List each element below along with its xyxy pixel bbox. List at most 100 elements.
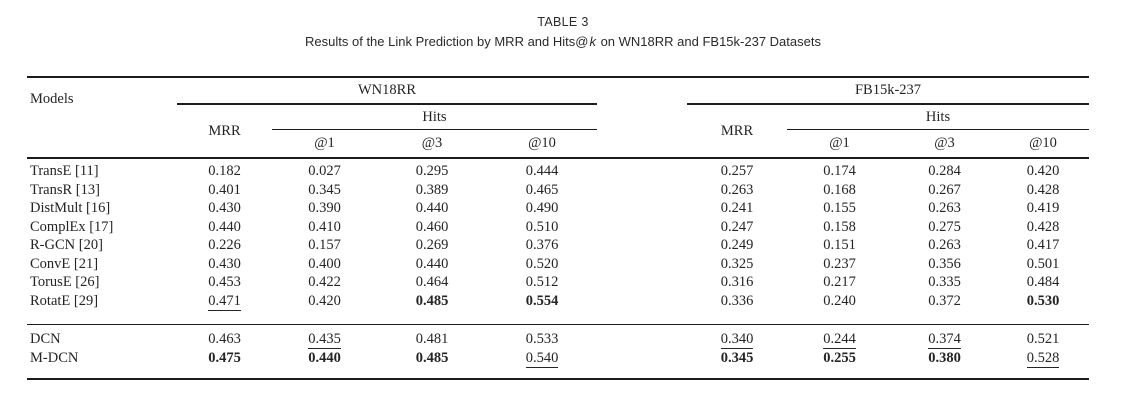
metric-value-text: 0.151 (823, 237, 856, 253)
fb15k237-group-header: FB15k-237 (687, 76, 1090, 105)
wn18rr-group-header: WN18RR (177, 76, 597, 105)
metric-value-text: 0.530 (1026, 292, 1060, 309)
metric-value-text: 0.512 (525, 274, 559, 290)
metric-value-text: 0.510 (525, 218, 559, 235)
table-row: DCN 0.463 0.435 0.481 0.533 0.340 0.244 … (27, 323, 1090, 349)
model-name: TransR [13] (30, 181, 100, 198)
caption-k-italic: k (589, 34, 596, 49)
metric-value: 0.217 (787, 273, 892, 292)
metric-value: 0.336 (687, 292, 787, 325)
metric-value-text: 0.440 (208, 218, 241, 235)
model-name: M-DCN (27, 348, 177, 380)
metric-value-text: 0.249 (720, 237, 754, 253)
table-row: TorusE [26] 0.453 0.422 0.464 0.512 0.31… (27, 273, 1089, 292)
column-spacer (597, 273, 687, 292)
metric-value-text: 0.420 (1026, 163, 1060, 179)
models-column-header: Models (27, 76, 177, 158)
metric-value: 0.182 (177, 157, 272, 181)
metric-value-text: 0.316 (720, 274, 754, 290)
metric-value: 0.540 (487, 348, 597, 380)
metric-value: 0.269 (377, 236, 487, 255)
metric-value-text: 0.464 (415, 274, 449, 290)
metric-value-text: 0.182 (208, 163, 241, 179)
metric-value: 0.240 (787, 292, 892, 325)
metric-value: 0.340 (687, 323, 787, 349)
table-caption: Results of the Link Prediction by MRR an… (0, 34, 1126, 50)
metric-value-text: 0.241 (720, 200, 754, 216)
metric-value: 0.244 (787, 323, 892, 349)
caption-text-prefix: Results of the Link Prediction by MRR an… (305, 34, 589, 49)
metric-value: 0.420 (272, 292, 377, 325)
metric-value: 0.420 (997, 157, 1090, 181)
metric-value: 0.463 (177, 323, 272, 349)
metric-value: 0.440 (377, 199, 487, 218)
model-name: TransE [11] (27, 157, 177, 181)
metric-value: 0.157 (272, 236, 377, 255)
metric-value: 0.530 (997, 292, 1089, 325)
metric-value-text: 0.481 (415, 330, 449, 347)
metric-value-text: 0.533 (525, 330, 559, 347)
metric-value: 0.372 (892, 292, 997, 325)
metric-value-text: 0.284 (928, 163, 961, 179)
column-spacer (597, 323, 687, 349)
metric-value: 0.440 (377, 255, 487, 274)
metric-value: 0.422 (272, 273, 377, 292)
metric-value-text: 0.410 (308, 218, 341, 235)
proposed-model-rows: DCN 0.463 0.435 0.481 0.533 0.340 0.244 … (27, 323, 1090, 380)
metric-value: 0.464 (377, 273, 487, 292)
metric-value-text: 0.336 (720, 292, 754, 309)
metric-value: 0.475 (177, 348, 272, 380)
metric-value-text: 0.501 (1026, 255, 1060, 272)
metric-value-text: 0.520 (525, 255, 559, 272)
metric-value: 0.027 (272, 157, 377, 181)
metric-value-text: 0.380 (928, 349, 961, 366)
wn-hits-at1-header: @1 (314, 135, 335, 151)
metric-value: 0.554 (487, 292, 597, 325)
metric-value: 0.356 (892, 255, 997, 274)
metric-value: 0.316 (687, 273, 787, 292)
metric-value-text: 0.345 (720, 349, 754, 366)
metric-value: 0.155 (787, 199, 892, 218)
metric-value-text: 0.417 (1026, 237, 1060, 253)
metric-value: 0.435 (272, 323, 377, 349)
metric-value-text: 0.158 (823, 218, 856, 235)
metric-value-text: 0.275 (928, 218, 961, 235)
metric-value: 0.263 (687, 181, 787, 200)
table-row: ComplEx [17] 0.440 0.410 0.460 0.510 0.2… (27, 218, 1089, 237)
metric-value: 0.430 (177, 255, 272, 274)
model-name: RotatE [29] (30, 292, 99, 309)
metric-value: 0.267 (892, 181, 997, 200)
metric-value: 0.376 (487, 236, 597, 255)
column-spacer (597, 157, 687, 181)
metric-value-text: 0.554 (525, 292, 559, 309)
metric-value: 0.417 (997, 236, 1089, 255)
column-spacer (597, 348, 687, 380)
metric-value: 0.390 (272, 199, 377, 218)
metric-value-text: 0.485 (415, 292, 449, 309)
wn-mrr-header: MRR (208, 122, 241, 139)
metric-value: 0.471 (177, 292, 272, 325)
metric-value: 0.345 (272, 181, 377, 200)
metric-value: 0.257 (687, 157, 787, 181)
metric-value: 0.428 (997, 218, 1089, 237)
metric-value: 0.237 (787, 255, 892, 274)
metric-value: 0.325 (687, 255, 787, 274)
metric-value: 0.520 (487, 255, 597, 274)
metric-value: 0.295 (377, 157, 487, 181)
metric-value: 0.419 (997, 199, 1089, 218)
metric-value: 0.485 (377, 348, 487, 380)
table-number: TABLE 3 (537, 15, 589, 29)
metric-value: 0.241 (687, 199, 787, 218)
caption-text-suffix: on WN18RR and FB15k-237 Datasets (596, 34, 821, 49)
metric-value: 0.465 (487, 181, 597, 200)
metric-value-text: 0.267 (928, 181, 961, 198)
metric-value: 0.263 (892, 236, 997, 255)
metric-value: 0.428 (997, 181, 1089, 200)
metric-value: 0.510 (487, 218, 597, 237)
metric-value-text: 0.484 (1026, 274, 1060, 290)
metric-value-text: 0.240 (823, 292, 856, 309)
column-spacer (597, 292, 687, 325)
metric-value-text: 0.420 (308, 292, 341, 309)
metric-value-text: 0.460 (415, 218, 449, 235)
